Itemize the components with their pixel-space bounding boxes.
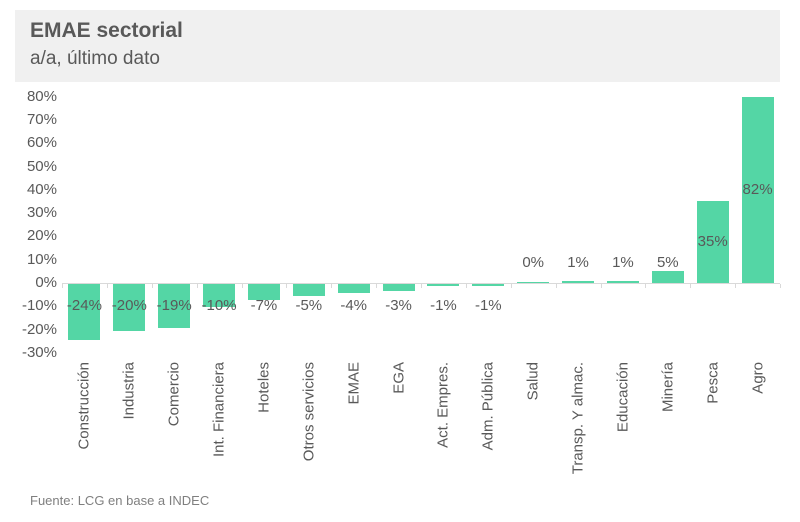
category-label: Hoteles: [255, 362, 273, 413]
bar-Minería: [651, 271, 684, 283]
y-axis-label: 20%: [26, 227, 57, 245]
y-axis-label: -20%: [21, 320, 57, 338]
bar-Educación: [606, 280, 639, 283]
axis-tick: [241, 284, 243, 288]
bar-EMAE: [337, 284, 370, 294]
bar-Construcción: [68, 284, 101, 340]
chart-subtitle: a/a, último dato: [30, 48, 160, 69]
bar-value-label: -19%: [156, 297, 192, 314]
chart-header: EMAE sectorial a/a, último dato: [15, 10, 780, 82]
axis-tick: [735, 284, 737, 288]
bar-value-label: -4%: [340, 297, 368, 314]
category-label: Adm. Pública: [479, 362, 497, 451]
y-axis-label: 50%: [26, 157, 57, 175]
axis-tick: [376, 284, 378, 288]
axis-tick: [331, 284, 333, 288]
y-axis-label: 80%: [26, 87, 57, 105]
y-axis-label: 30%: [26, 204, 57, 222]
bar-Int. Financiera: [203, 284, 236, 308]
category-label: Agro: [749, 362, 767, 394]
bar-Hoteles: [247, 284, 280, 301]
category-label: Salud: [524, 362, 542, 401]
bar-value-label: 82%: [742, 180, 773, 198]
axis-tick: [690, 284, 692, 288]
axis-tick: [106, 284, 108, 288]
axis-tick: [421, 284, 422, 288]
bar-value-label: 1%: [612, 254, 634, 271]
axis-tick: [600, 284, 602, 288]
axis-tick: [555, 284, 557, 288]
y-axis-label: 60%: [26, 134, 57, 152]
source-note: Fuente: LCG en base a INDEC: [30, 493, 210, 508]
y-axis-label: -10%: [21, 297, 57, 315]
bar-Act. Empres.: [427, 284, 460, 287]
bar-Pesca: [696, 201, 729, 283]
bar-Industria: [113, 284, 146, 331]
bar-value-label: 35%: [697, 233, 728, 251]
y-axis-label: 70%: [26, 110, 57, 128]
x-axis-line: [62, 283, 780, 284]
category-label: Int. Financiera: [210, 362, 228, 458]
bar-Transp. Y almac.: [562, 280, 595, 283]
bar-Agro: [741, 96, 774, 283]
axis-tick: [286, 284, 288, 288]
category-label: EGA: [390, 362, 408, 394]
bar-Adm. Pública: [472, 284, 505, 287]
bar-value-label: -24%: [66, 297, 102, 314]
bar-value-label: -10%: [201, 297, 237, 314]
category-label: Minería: [659, 362, 677, 413]
bar-value-label: -7%: [250, 297, 278, 314]
bar-Otros servicios: [292, 284, 325, 296]
axis-tick: [151, 284, 153, 288]
axis-tick: [780, 284, 781, 288]
bar-value-label: 5%: [656, 254, 679, 271]
chart-title: EMAE sectorial: [30, 19, 183, 42]
category-label: Educación: [614, 362, 632, 433]
category-label: Act. Empres.: [434, 362, 452, 448]
y-axis-label: -30%: [21, 343, 57, 361]
bar-EGA: [382, 284, 415, 291]
bar-Comercio: [158, 284, 191, 329]
bar-value-label: 0%: [522, 254, 545, 271]
bar-value-label: -1%: [430, 297, 457, 314]
category-label: Transp. Y almac.: [569, 362, 587, 475]
bar-value-label: 1%: [567, 254, 589, 271]
category-label: EMAE: [345, 362, 363, 405]
axis-tick: [465, 284, 467, 288]
category-label: Construcción: [75, 362, 93, 450]
category-label: Otros servicios: [300, 362, 318, 462]
axis-tick: [62, 284, 63, 288]
bar-value-label: -5%: [295, 297, 323, 314]
bar-value-label: -1%: [474, 297, 502, 314]
category-label: Industria: [120, 362, 138, 420]
bar-value-label: -20%: [111, 297, 147, 314]
bar-value-label: -3%: [385, 297, 412, 314]
axis-tick: [196, 284, 198, 288]
axis-tick: [510, 284, 512, 288]
bar-Salud: [517, 281, 550, 283]
category-label: Pesca: [704, 362, 722, 404]
y-axis-label: 0%: [35, 274, 57, 291]
category-label: Comercio: [165, 362, 183, 427]
axis-tick: [645, 284, 647, 288]
y-axis-label: 40%: [26, 180, 57, 198]
y-axis-label: 10%: [26, 250, 57, 268]
